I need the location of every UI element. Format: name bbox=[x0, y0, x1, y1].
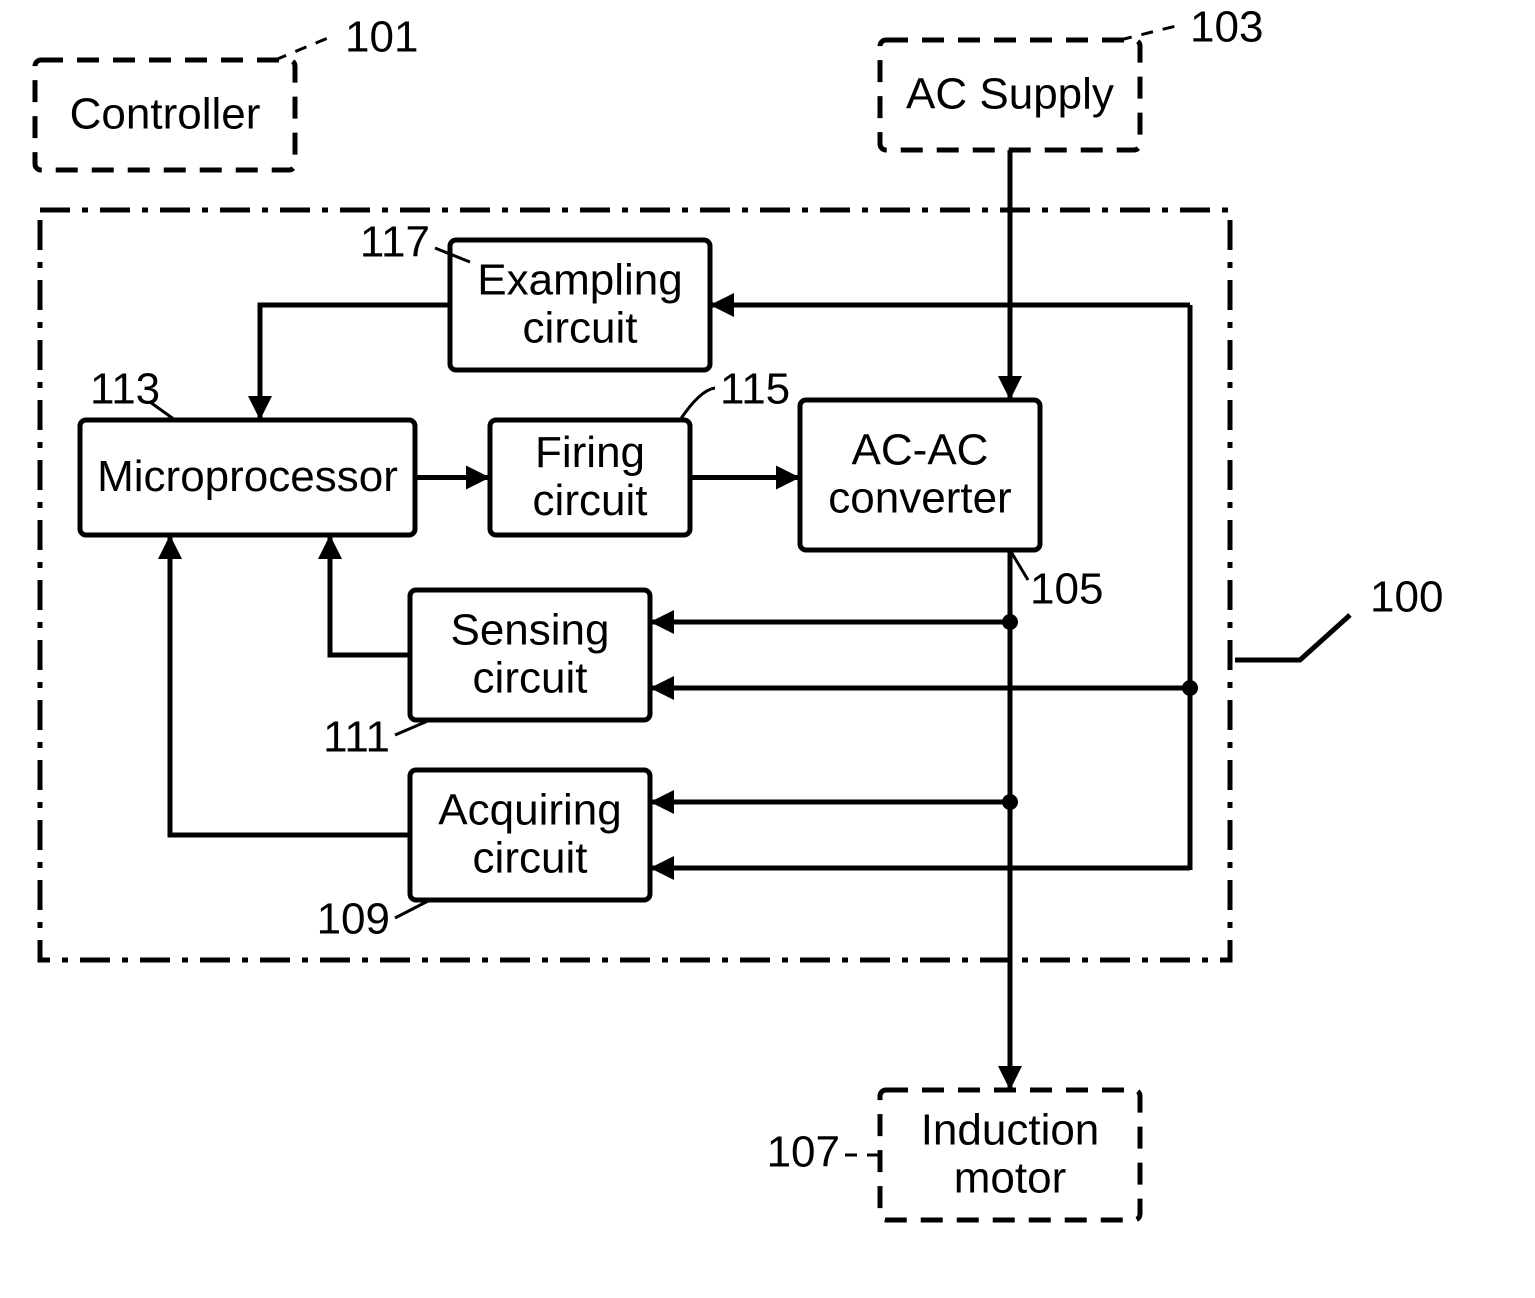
exampling-ref: 117 bbox=[360, 218, 430, 267]
arrowhead bbox=[710, 293, 734, 317]
microproc-label: Microprocessor bbox=[97, 452, 398, 501]
leader-109 bbox=[395, 900, 430, 918]
microproc-block: Microprocessor bbox=[80, 420, 415, 535]
leader-100 bbox=[1235, 615, 1350, 660]
sensing-label-top: Sensing bbox=[450, 606, 609, 655]
arrowhead bbox=[248, 396, 272, 420]
acquiring-label-top: Acquiring bbox=[438, 786, 621, 835]
exampling-label-bot: circuit bbox=[523, 304, 638, 353]
induction-label-top: Induction bbox=[921, 1106, 1100, 1155]
arrowhead bbox=[318, 535, 342, 559]
firing-label-bot: circuit bbox=[533, 476, 648, 525]
arrowhead bbox=[650, 676, 674, 700]
induction-label-bot: motor bbox=[954, 1154, 1066, 1203]
arrowhead bbox=[650, 610, 674, 634]
firing-ref: 115 bbox=[720, 365, 790, 414]
leader-115 bbox=[680, 388, 715, 420]
arrowhead bbox=[650, 790, 674, 814]
block-diagram: Controller AC Supply Inductionmotor Exampli… bbox=[0, 0, 1535, 1298]
controller-ref: 101 bbox=[345, 13, 418, 62]
induction-ref: 107 bbox=[767, 1128, 840, 1177]
acac-label-top: AC-AC bbox=[852, 426, 989, 475]
sensing-block: Sensingcircuit bbox=[410, 590, 650, 720]
leader-111 bbox=[395, 720, 430, 735]
arrowhead bbox=[158, 535, 182, 559]
ac_supply-label: AC Supply bbox=[906, 70, 1114, 119]
arrowhead bbox=[776, 466, 800, 490]
arrowhead bbox=[998, 376, 1022, 400]
leader-103 bbox=[1120, 25, 1180, 40]
junction-node bbox=[1002, 794, 1018, 810]
arrowhead bbox=[466, 466, 490, 490]
controller-block: Controller bbox=[35, 60, 295, 170]
wire-exampling-to-micro bbox=[260, 305, 450, 420]
acquiring-label-bot: circuit bbox=[473, 834, 588, 883]
arrowhead bbox=[998, 1066, 1022, 1090]
acac-block: AC-ACconverter bbox=[800, 400, 1040, 550]
arrowhead bbox=[650, 856, 674, 880]
exampling-label-top: Exampling bbox=[477, 256, 682, 305]
system-ref: 100 bbox=[1370, 573, 1443, 622]
leader-101 bbox=[275, 35, 335, 60]
acquiring-block: Acquiringcircuit bbox=[410, 770, 650, 900]
ac_supply-block: AC Supply bbox=[880, 40, 1140, 150]
acquiring-ref: 109 bbox=[317, 895, 390, 944]
leader-105 bbox=[1010, 550, 1028, 580]
controller-label: Controller bbox=[70, 90, 261, 139]
sensing-label-bot: circuit bbox=[473, 654, 588, 703]
firing-label-top: Firing bbox=[535, 428, 645, 477]
acac-label-bot: converter bbox=[828, 474, 1011, 523]
wire-sensing-to-micro bbox=[330, 535, 410, 655]
acac-ref: 105 bbox=[1030, 565, 1103, 614]
wire-acquiring-to-micro bbox=[170, 535, 410, 835]
induction-block: Inductionmotor bbox=[880, 1090, 1140, 1220]
firing-block: Firingcircuit bbox=[490, 420, 690, 535]
ac_supply-ref: 103 bbox=[1190, 3, 1263, 52]
junction-node bbox=[1002, 614, 1018, 630]
sensing-ref: 111 bbox=[323, 713, 390, 762]
junction-node bbox=[1182, 680, 1198, 696]
exampling-block: Examplingcircuit bbox=[450, 240, 710, 370]
microproc-ref: 113 bbox=[90, 365, 160, 414]
